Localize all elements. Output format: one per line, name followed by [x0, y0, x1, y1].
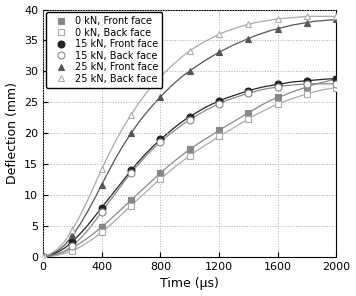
25 kN, Back face — [129, 113, 133, 117]
25 kN, Front face — [188, 69, 192, 73]
0 kN, Back face — [188, 154, 192, 157]
0 kN, Front face — [246, 111, 251, 115]
15 kN, Back face — [158, 140, 163, 144]
0 kN, Back face — [246, 117, 251, 121]
25 kN, Front face — [276, 27, 280, 30]
25 kN, Front face — [158, 95, 163, 99]
0 kN, Back face — [129, 204, 133, 207]
15 kN, Back face — [246, 91, 251, 95]
Line: 0 kN, Front face: 0 kN, Front face — [40, 76, 339, 260]
0 kN, Back face — [217, 135, 221, 138]
0 kN, Back face — [276, 102, 280, 106]
0 kN, Back face — [305, 92, 309, 96]
25 kN, Front face — [217, 51, 221, 54]
25 kN, Back face — [217, 33, 221, 36]
0 kN, Front face — [188, 148, 192, 151]
X-axis label: Time (μs): Time (μs) — [160, 277, 219, 290]
15 kN, Back face — [305, 82, 309, 86]
25 kN, Back face — [246, 22, 251, 26]
25 kN, Back face — [188, 49, 192, 53]
25 kN, Back face — [305, 15, 309, 18]
Line: 25 kN, Back face: 25 kN, Back face — [40, 13, 340, 260]
25 kN, Front face — [305, 21, 309, 24]
15 kN, Front face — [334, 77, 339, 81]
25 kN, Front face — [334, 18, 339, 21]
25 kN, Front face — [129, 131, 133, 135]
15 kN, Front face — [158, 138, 163, 141]
25 kN, Back face — [41, 255, 45, 259]
25 kN, Back face — [70, 228, 74, 231]
15 kN, Back face — [129, 171, 133, 175]
0 kN, Front face — [41, 255, 45, 259]
15 kN, Front face — [41, 255, 45, 259]
0 kN, Back face — [70, 249, 74, 252]
0 kN, Front face — [305, 85, 309, 89]
0 kN, Front face — [100, 225, 104, 229]
25 kN, Front face — [100, 183, 104, 186]
0 kN, Back face — [334, 86, 339, 89]
0 kN, Front face — [334, 77, 339, 81]
0 kN, Front face — [70, 246, 74, 250]
25 kN, Front face — [246, 37, 251, 41]
15 kN, Front face — [70, 240, 74, 243]
15 kN, Front face — [246, 89, 251, 92]
0 kN, Back face — [41, 255, 45, 259]
0 kN, Back face — [100, 231, 104, 234]
15 kN, Back face — [188, 118, 192, 121]
25 kN, Back face — [100, 168, 104, 171]
0 kN, Front face — [276, 96, 280, 99]
25 kN, Front face — [70, 234, 74, 237]
Y-axis label: Deflection (mm): Deflection (mm) — [6, 82, 19, 184]
25 kN, Back face — [276, 17, 280, 21]
15 kN, Front face — [129, 169, 133, 172]
15 kN, Front face — [276, 83, 280, 86]
15 kN, Back face — [41, 255, 45, 259]
Line: 0 kN, Back face: 0 kN, Back face — [40, 85, 339, 260]
0 kN, Back face — [158, 177, 163, 181]
15 kN, Back face — [100, 210, 104, 214]
0 kN, Front face — [129, 198, 133, 202]
Legend: 0 kN, Front face, 0 kN, Back face, 15 kN, Front face, 15 kN, Back face, 25 kN, F: 0 kN, Front face, 0 kN, Back face, 15 kN… — [46, 12, 162, 88]
15 kN, Back face — [334, 82, 339, 86]
Line: 15 kN, Back face: 15 kN, Back face — [40, 80, 340, 260]
25 kN, Back face — [334, 15, 339, 18]
0 kN, Front face — [217, 128, 221, 132]
15 kN, Front face — [305, 79, 309, 83]
15 kN, Front face — [188, 115, 192, 118]
25 kN, Back face — [158, 75, 163, 79]
0 kN, Front face — [158, 171, 163, 175]
15 kN, Front face — [100, 206, 104, 209]
15 kN, Back face — [276, 85, 280, 89]
15 kN, Back face — [70, 244, 74, 248]
25 kN, Front face — [41, 255, 45, 259]
15 kN, Back face — [217, 102, 221, 105]
Line: 25 kN, Front face: 25 kN, Front face — [40, 16, 340, 260]
Line: 15 kN, Front face: 15 kN, Front face — [40, 75, 340, 260]
15 kN, Front face — [217, 99, 221, 103]
